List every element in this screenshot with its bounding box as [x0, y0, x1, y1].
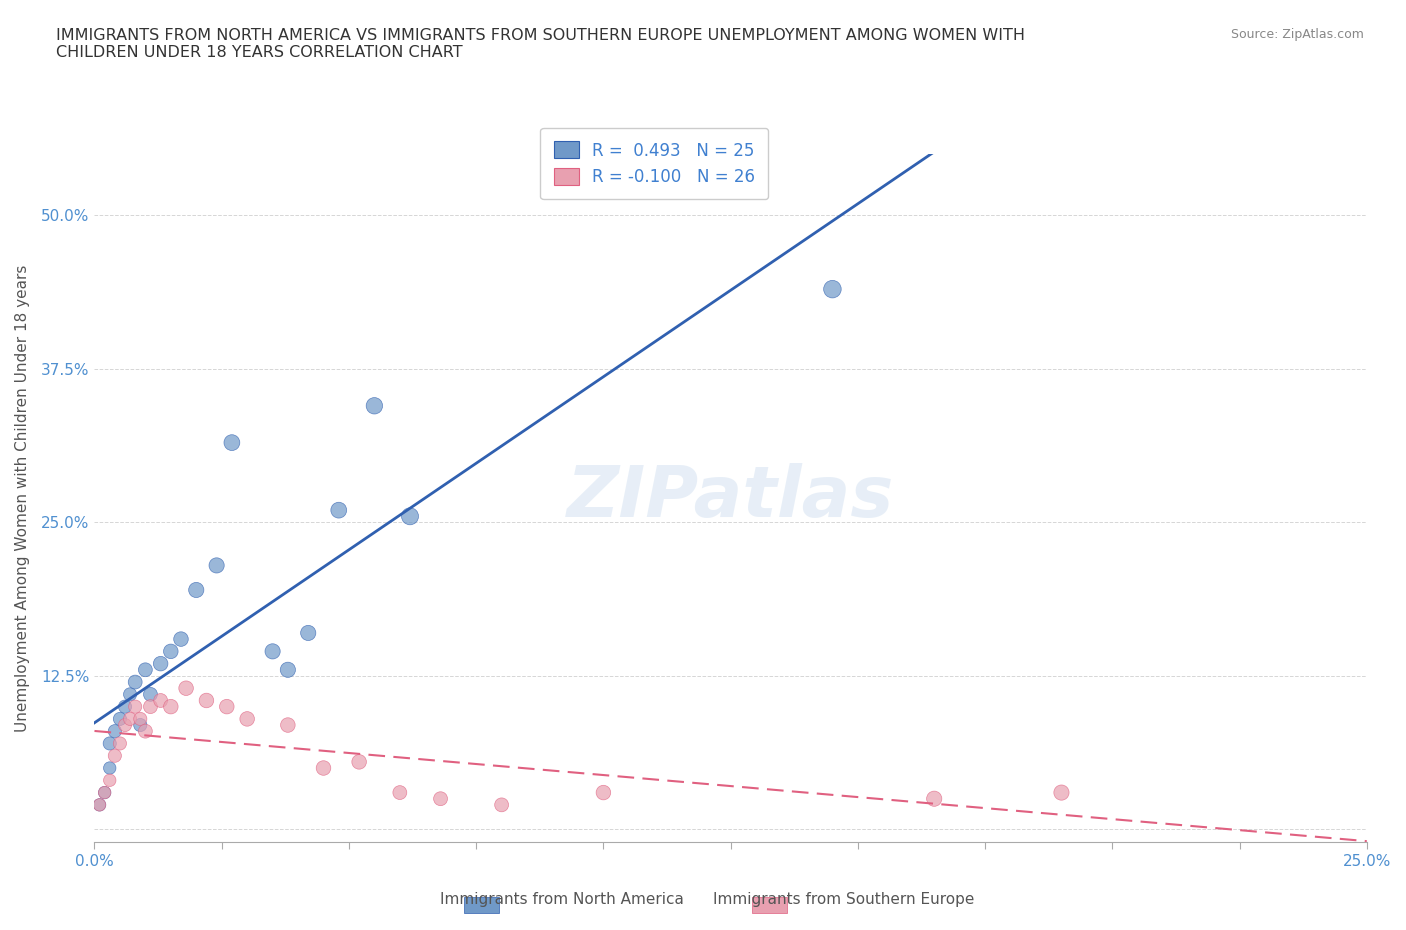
Point — [821, 282, 844, 297]
Point — [1050, 785, 1073, 800]
Point — [236, 711, 259, 726]
Point — [98, 773, 121, 788]
Point — [89, 797, 111, 812]
Point — [108, 736, 131, 751]
Y-axis label: Unemployment Among Women with Children Under 18 years: Unemployment Among Women with Children U… — [15, 264, 30, 732]
Point — [149, 657, 172, 671]
Point — [922, 791, 945, 806]
Point — [429, 791, 451, 806]
Point — [297, 626, 319, 641]
Point — [124, 699, 146, 714]
Point — [159, 644, 181, 658]
Legend: R =  0.493   N = 25, R = -0.100   N = 26: R = 0.493 N = 25, R = -0.100 N = 26 — [540, 128, 768, 199]
Point — [129, 718, 152, 733]
Text: Immigrants from North America: Immigrants from North America — [440, 892, 685, 907]
Point — [89, 797, 111, 812]
Point — [363, 398, 385, 413]
Point — [149, 693, 172, 708]
Point — [277, 662, 299, 677]
Point — [98, 736, 121, 751]
Point — [93, 785, 115, 800]
Point — [592, 785, 614, 800]
Point — [328, 503, 350, 518]
Point — [134, 724, 156, 738]
Point — [312, 761, 335, 776]
Point — [108, 711, 131, 726]
Point — [159, 699, 181, 714]
Point — [347, 754, 370, 769]
Point — [129, 711, 152, 726]
Text: Source: ZipAtlas.com: Source: ZipAtlas.com — [1230, 28, 1364, 41]
Point — [98, 761, 121, 776]
Point — [139, 687, 162, 702]
Point — [139, 699, 162, 714]
Point — [134, 662, 156, 677]
Point — [215, 699, 238, 714]
Point — [124, 674, 146, 689]
Point — [120, 711, 142, 726]
Point — [262, 644, 284, 658]
Point — [104, 724, 127, 738]
Point — [186, 582, 208, 597]
Point — [174, 681, 197, 696]
Text: Immigrants from Southern Europe: Immigrants from Southern Europe — [713, 892, 974, 907]
Point — [93, 785, 115, 800]
Point — [114, 699, 136, 714]
Text: IMMIGRANTS FROM NORTH AMERICA VS IMMIGRANTS FROM SOUTHERN EUROPE UNEMPLOYMENT AM: IMMIGRANTS FROM NORTH AMERICA VS IMMIGRA… — [56, 28, 1025, 60]
Point — [221, 435, 243, 450]
Text: ZIPatlas: ZIPatlas — [567, 463, 894, 532]
Point — [104, 749, 127, 764]
Point — [491, 797, 513, 812]
Point — [114, 718, 136, 733]
Point — [170, 631, 193, 646]
Point — [399, 509, 422, 524]
Point — [277, 718, 299, 733]
Point — [195, 693, 218, 708]
Point — [205, 558, 228, 573]
Point — [388, 785, 411, 800]
Point — [120, 687, 142, 702]
